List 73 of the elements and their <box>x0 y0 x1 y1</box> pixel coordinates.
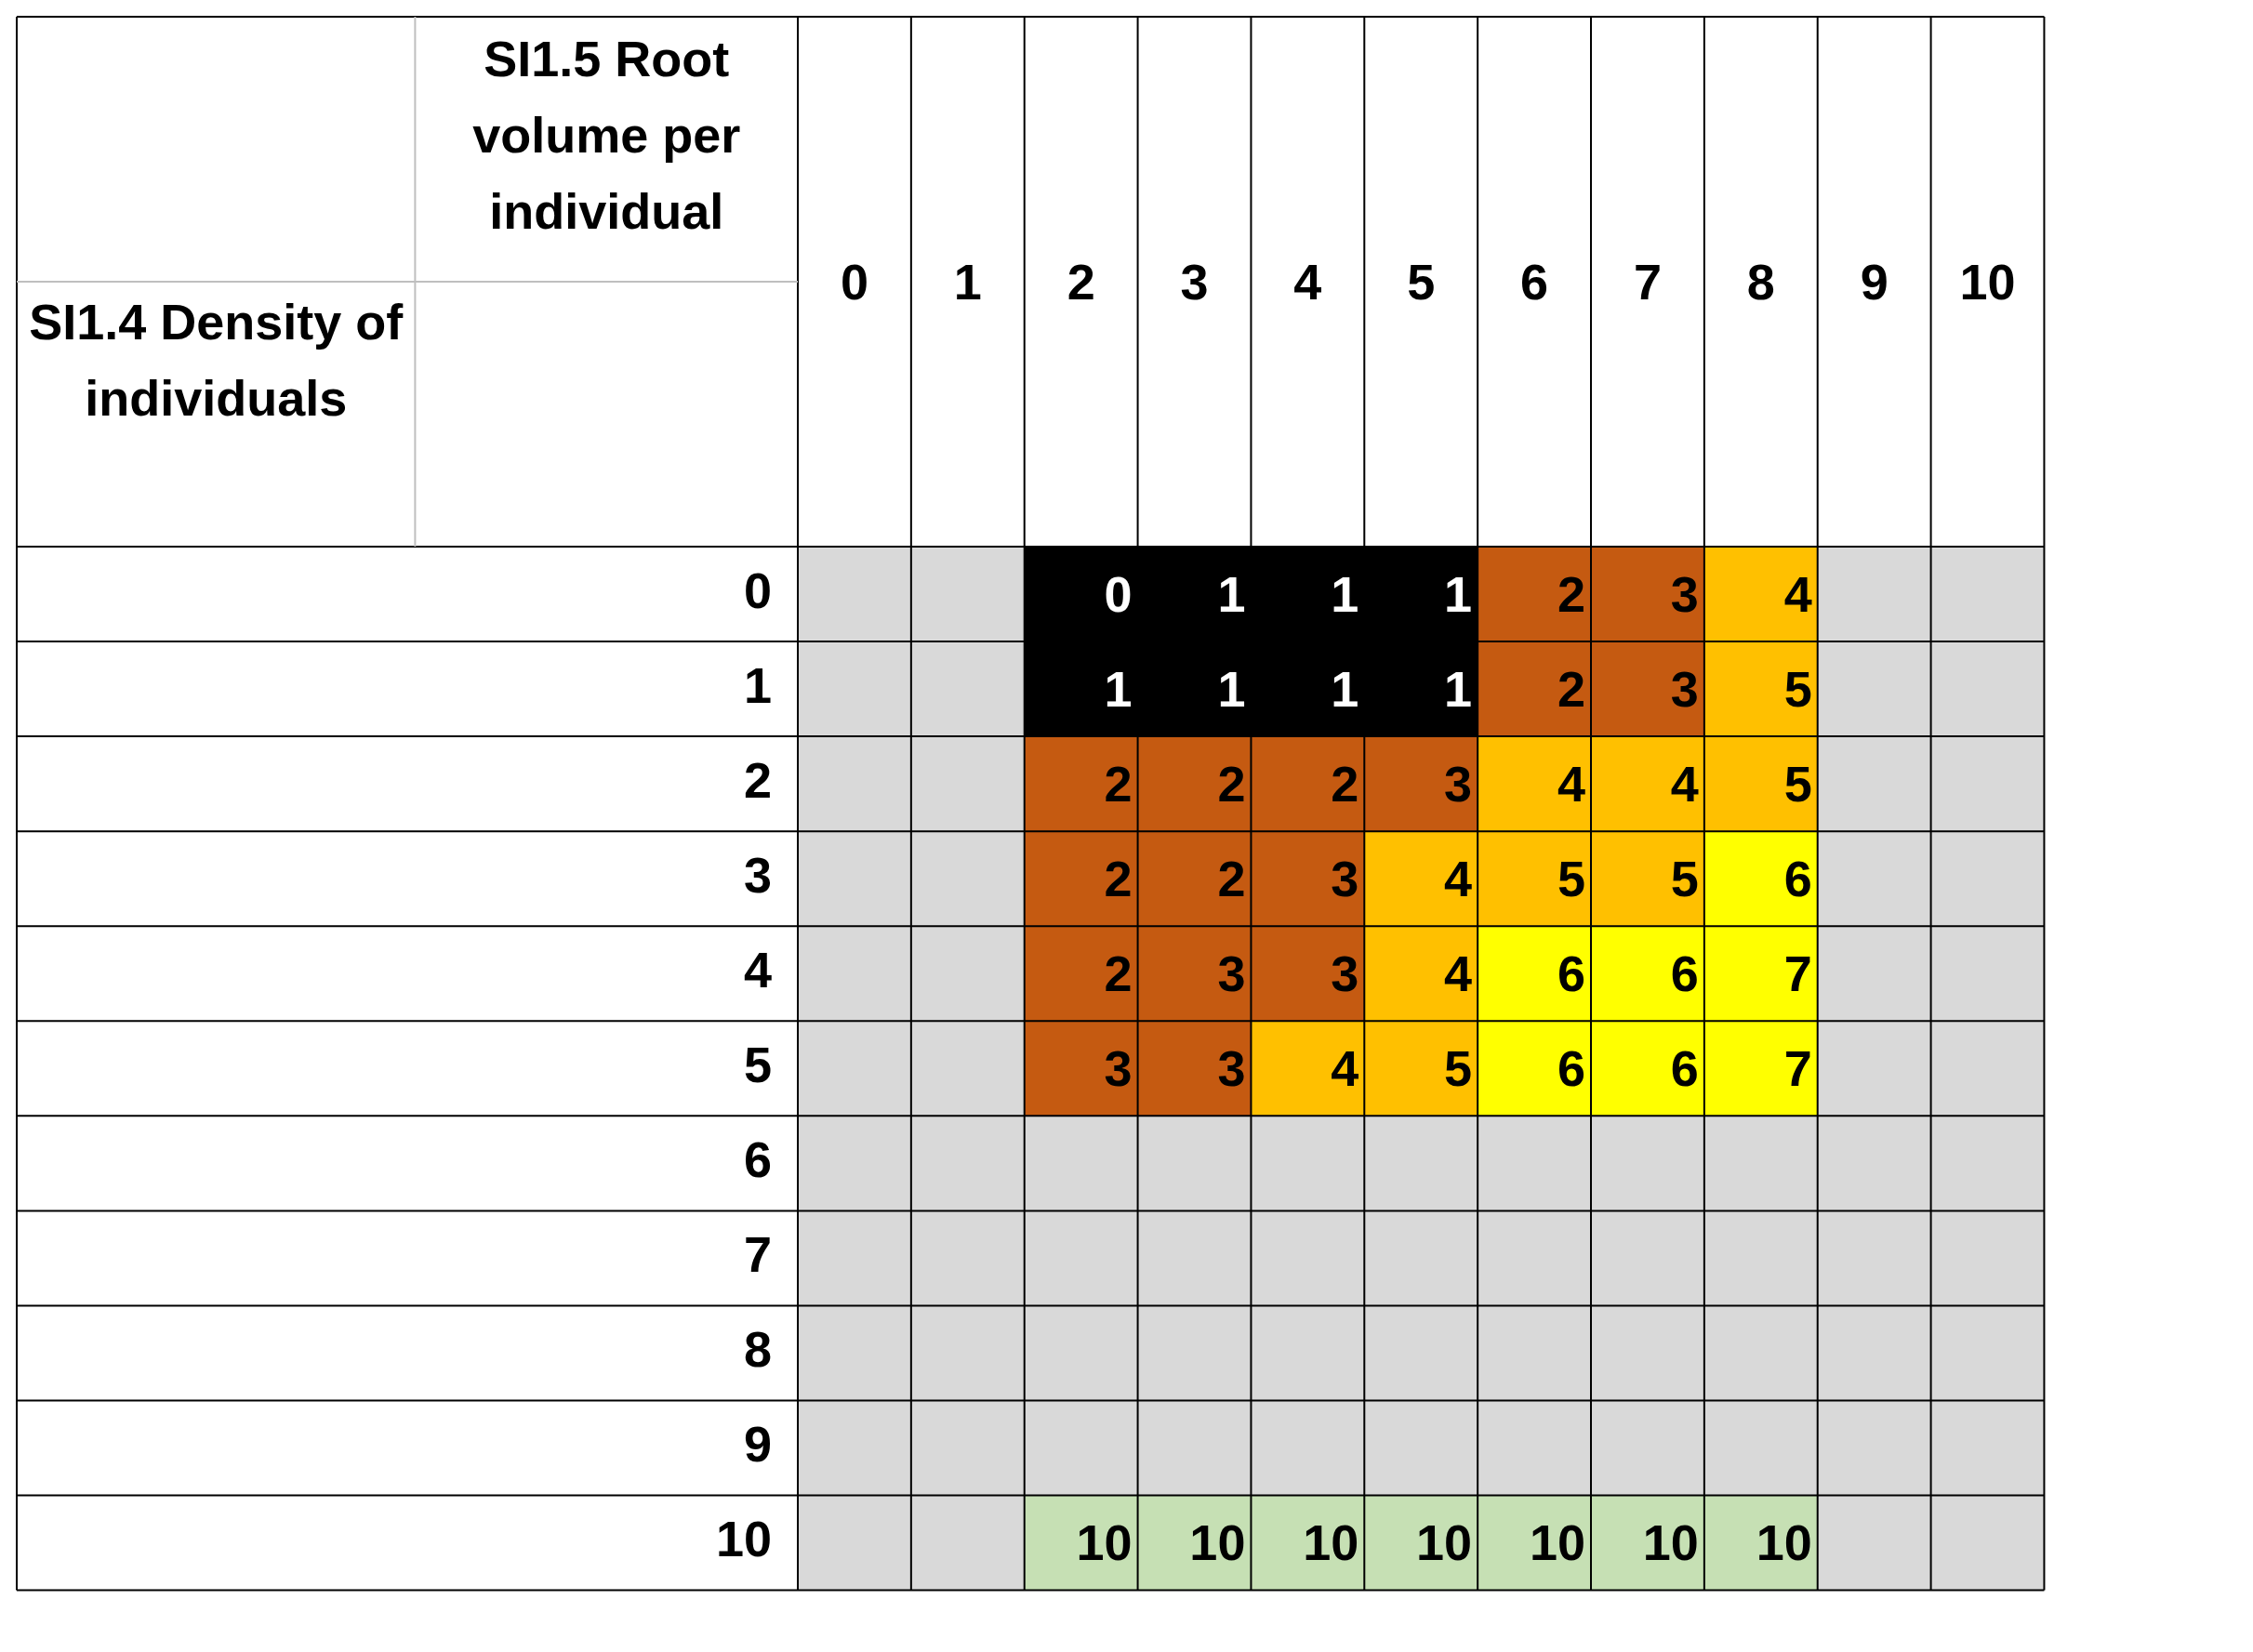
y-tick-label: 5 <box>743 1037 772 1093</box>
data-label: 1 <box>1331 565 1359 622</box>
data-label: 0 <box>1104 565 1133 622</box>
data-label: 2 <box>1217 851 1246 907</box>
data-label: 3 <box>1331 945 1359 1002</box>
data-label: 1 <box>1104 660 1133 717</box>
y-tick-label: 7 <box>743 1226 772 1283</box>
data-label: 2 <box>1557 660 1586 717</box>
data-label: 4 <box>1444 945 1473 1002</box>
data-label: 3 <box>1331 851 1359 907</box>
data-label: 1 <box>1444 660 1473 717</box>
x-tick-label: 2 <box>1067 254 1095 311</box>
y-tick-label: 6 <box>743 1131 772 1188</box>
x-tick-label: 4 <box>1293 254 1322 311</box>
data-label: 10 <box>1189 1514 1246 1571</box>
data-label: 2 <box>1104 756 1133 813</box>
data-label: 10 <box>1076 1514 1133 1571</box>
y-tick-label: 9 <box>743 1416 772 1473</box>
y-tick-label: 2 <box>743 752 772 809</box>
data-label: 1 <box>1331 660 1359 717</box>
y-tick-label: 1 <box>743 656 772 713</box>
data-label: 4 <box>1783 565 1812 622</box>
data-label: 10 <box>1529 1514 1586 1571</box>
x-tick-label: 3 <box>1180 254 1209 311</box>
data-label: 6 <box>1783 851 1812 907</box>
data-label: 5 <box>1557 851 1586 907</box>
data-label: 1 <box>1217 660 1246 717</box>
data-label: 4 <box>1670 756 1699 813</box>
data-label: 5 <box>1670 851 1699 907</box>
x-tick-label: 8 <box>1746 254 1775 311</box>
data-label: 6 <box>1670 1040 1699 1097</box>
data-label: 3 <box>1217 1040 1246 1097</box>
x-tick-label: 6 <box>1520 254 1549 311</box>
data-label: 2 <box>1104 851 1133 907</box>
y-tick-label: 8 <box>743 1321 772 1378</box>
y-tick-label: 4 <box>743 942 772 998</box>
x-axis-title: SI1.5 Root volume per individual <box>472 30 741 239</box>
data-label: 7 <box>1783 1040 1812 1097</box>
data-label: 2 <box>1557 565 1586 622</box>
data-label: 5 <box>1783 660 1812 717</box>
data-label: 1 <box>1217 565 1246 622</box>
data-label: 2 <box>1331 756 1359 813</box>
data-label: 3 <box>1670 660 1699 717</box>
x-tick-label: 7 <box>1633 254 1662 311</box>
data-label: 10 <box>1416 1514 1473 1571</box>
data-label: 6 <box>1670 945 1699 1002</box>
data-label: 7 <box>1783 945 1812 1002</box>
y-tick-label: 10 <box>715 1511 772 1567</box>
data-label: 10 <box>1303 1514 1359 1571</box>
x-tick-label: 0 <box>840 254 868 311</box>
x-tick-label: 10 <box>1959 254 2016 311</box>
data-label: 10 <box>1756 1514 1812 1571</box>
data-label: 2 <box>1104 945 1133 1002</box>
data-label: 5 <box>1783 756 1812 813</box>
data-label: 6 <box>1557 945 1586 1002</box>
data-label: 4 <box>1557 756 1586 813</box>
data-label: 3 <box>1444 756 1473 813</box>
data-label: 3 <box>1217 945 1246 1002</box>
y-tick-label: 0 <box>743 562 772 618</box>
data-label: 10 <box>1642 1514 1699 1571</box>
data-label: 3 <box>1104 1040 1133 1097</box>
y-tick-label: 3 <box>743 847 772 904</box>
data-label: 2 <box>1217 756 1246 813</box>
x-tick-label: 5 <box>1407 254 1436 311</box>
data-label: 1 <box>1444 565 1473 622</box>
data-label: 5 <box>1444 1040 1473 1097</box>
data-label: 4 <box>1444 851 1473 907</box>
x-tick-label: 9 <box>1860 254 1889 311</box>
data-label: 6 <box>1557 1040 1586 1097</box>
data-label: 3 <box>1670 565 1699 622</box>
x-tick-label: 1 <box>953 254 982 311</box>
text: SI1.4 Density of individuals <box>29 293 404 426</box>
data-label: 4 <box>1331 1040 1359 1097</box>
